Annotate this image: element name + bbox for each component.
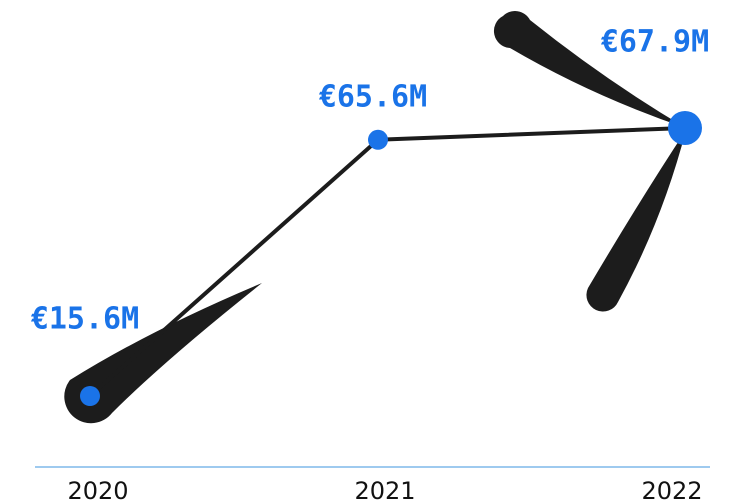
point	[368, 130, 388, 150]
stroke-blob	[586, 130, 686, 312]
value-label: €15.6M	[31, 302, 139, 337]
chart: 2020 2021 2022 €15.6M €65.6M €67.9M	[0, 0, 738, 503]
line	[90, 128, 685, 396]
decoration	[64, 11, 686, 423]
value-label: €67.9M	[601, 25, 709, 60]
x-tick-label: 2022	[641, 477, 702, 503]
point	[80, 386, 100, 406]
x-tick-label: 2021	[354, 477, 415, 503]
point	[668, 111, 702, 145]
x-tick-label: 2020	[67, 477, 128, 503]
value-label: €65.6M	[319, 79, 427, 114]
